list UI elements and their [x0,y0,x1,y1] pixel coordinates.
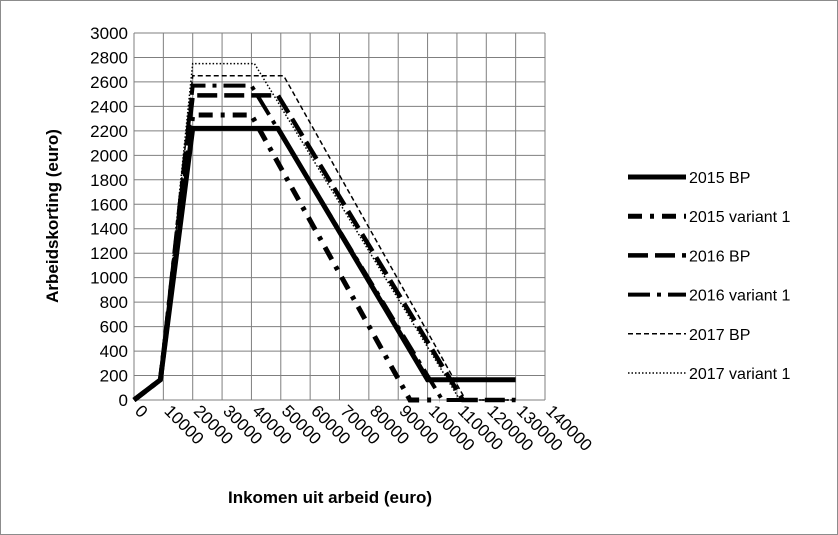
y-tick-label: 2400 [90,97,128,116]
y-tick-label: 2800 [90,48,128,67]
y-tick-label: 2600 [90,73,128,92]
series-line-2 [132,112,440,403]
y-tick-label: 1800 [90,171,128,190]
y-tick-label: 1400 [90,220,128,239]
legend-label-2: 2015 variant 1 [689,209,791,226]
x-tick-labels: 0 100002000030000400005000060000700008000… [131,401,596,455]
gridlines [133,32,546,401]
legend-label-6: 2017 variant 1 [689,366,791,383]
y-tick-label: 2200 [90,122,128,141]
legend: 2015 BP 2015 variant 1 2016 BP 2016 variant… [628,170,791,383]
y-tick-label: 1000 [90,269,128,288]
y-tick-label: 800 [100,293,128,312]
y-tick-label: 0 [119,391,128,410]
series-lines [132,62,516,403]
y-tick-label: 3000 [90,24,128,43]
x-tick-label: 0 [131,401,151,421]
y-tick-label: 2000 [90,146,128,165]
legend-label-3: 2016 BP [689,248,750,265]
y-tick-label: 200 [100,367,128,386]
legend-label-4: 2016 variant 1 [689,288,791,305]
x-axis-title: Inkomen uit arbeid (euro) [228,488,432,507]
y-tick-label: 1200 [90,244,128,263]
legend-label-5: 2017 BP [689,327,750,344]
y-tick-label: 600 [100,318,128,337]
legend-label-1: 2015 BP [689,170,750,187]
y-tick-labels: 0 200 400 600 800 1000 1200 1400 1600 1800 2000 220… [90,24,128,410]
y-tick-label: 400 [100,342,128,361]
series-line-6 [133,62,516,401]
y-tick-label: 1600 [90,195,128,214]
y-axis-title: Arbeidskorting (euro) [43,129,62,303]
series-line-5 [133,75,516,401]
